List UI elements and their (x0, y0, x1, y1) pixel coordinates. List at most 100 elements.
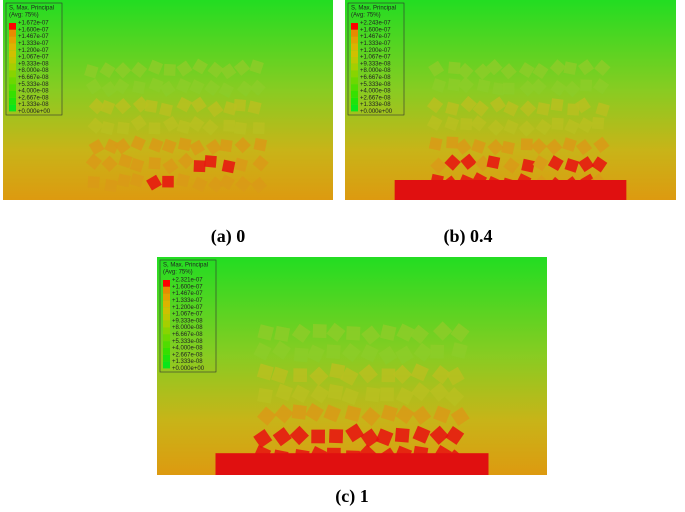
legend-band (351, 104, 358, 112)
panel: S, Max. Principal(Avg: 75%)+2.321e-07+1.… (157, 257, 547, 507)
legend-band (9, 57, 16, 64)
block (530, 138, 548, 155)
block (84, 64, 99, 79)
legend-band (163, 307, 170, 314)
block (503, 157, 520, 174)
block (340, 367, 359, 386)
legend-title: S, Max. Principal (351, 6, 396, 12)
block (413, 342, 433, 362)
legend-label: +1.333e-07 (18, 41, 49, 47)
legend-label: +1.200e-07 (172, 305, 203, 311)
block (575, 138, 593, 156)
block (148, 59, 164, 75)
block (291, 323, 311, 343)
block (519, 100, 537, 117)
block (148, 157, 161, 170)
block (88, 139, 105, 155)
block (144, 99, 158, 113)
legend-label: +5.333e-08 (172, 339, 203, 345)
legend-subtitle: (Avg: 75%) (9, 13, 39, 19)
block (358, 364, 378, 384)
block (412, 405, 432, 425)
block (410, 382, 431, 402)
block (344, 405, 362, 422)
caption: (a) 0 (211, 226, 246, 247)
legend-band (351, 29, 358, 37)
block (118, 153, 133, 169)
block (567, 103, 580, 116)
block (455, 138, 472, 155)
legend-label: +1.333e-07 (360, 41, 391, 47)
block (426, 115, 443, 131)
block (451, 342, 468, 359)
legend-box (347, 2, 405, 116)
legend-title: S, Max. Principal (163, 263, 208, 269)
legend-label: +1.467e-07 (172, 291, 203, 297)
block (291, 404, 307, 420)
block (85, 153, 103, 170)
block (535, 118, 552, 136)
block (252, 155, 269, 172)
block (574, 97, 591, 114)
block (492, 82, 506, 96)
block (114, 138, 131, 155)
block (564, 118, 580, 135)
legend-label: +8.000e-08 (360, 68, 391, 74)
block (563, 61, 578, 75)
block (394, 427, 410, 443)
block (550, 98, 564, 112)
legend-band (9, 63, 16, 71)
legend-label: +2.667e-08 (360, 95, 391, 101)
block (223, 119, 236, 132)
block (293, 347, 309, 363)
block (271, 366, 289, 384)
block (431, 365, 452, 385)
block (450, 407, 470, 426)
block (113, 78, 130, 95)
block (235, 175, 252, 193)
legend-label: +6.667e-08 (172, 332, 203, 338)
legend-subtitle: (Avg: 75%) (163, 270, 193, 276)
legend-band (163, 348, 170, 355)
block (457, 62, 474, 80)
block (130, 114, 147, 131)
block (536, 102, 551, 116)
block (380, 324, 397, 341)
legend-label: +5.333e-08 (360, 82, 391, 88)
block (249, 59, 264, 74)
block (85, 78, 102, 95)
block (326, 344, 341, 360)
block (87, 176, 100, 189)
block (323, 404, 342, 423)
block (205, 138, 222, 156)
legend-label: +0.000e+00 (360, 109, 393, 115)
block (117, 173, 131, 188)
block (580, 79, 593, 92)
block (564, 158, 580, 173)
block (204, 155, 217, 168)
legend-label: +9.333e-08 (18, 61, 49, 67)
block (274, 404, 294, 424)
block (310, 384, 330, 404)
legend-box (159, 259, 217, 373)
legend-label: +1.200e-07 (18, 48, 49, 54)
block (114, 97, 132, 115)
block (341, 387, 359, 406)
block (233, 121, 247, 135)
block (190, 96, 207, 113)
block (486, 59, 503, 76)
block (175, 173, 190, 188)
legend-band (9, 91, 16, 98)
block (99, 62, 116, 79)
legend-label: +4.000e-08 (18, 89, 49, 95)
block (233, 157, 249, 172)
block (444, 387, 465, 407)
block (503, 119, 519, 135)
legend-subtitle: (Avg: 75%) (351, 13, 381, 19)
block (412, 425, 431, 444)
block (502, 82, 515, 95)
legend-band (163, 341, 170, 348)
block (518, 120, 535, 137)
legend-band (9, 23, 16, 30)
